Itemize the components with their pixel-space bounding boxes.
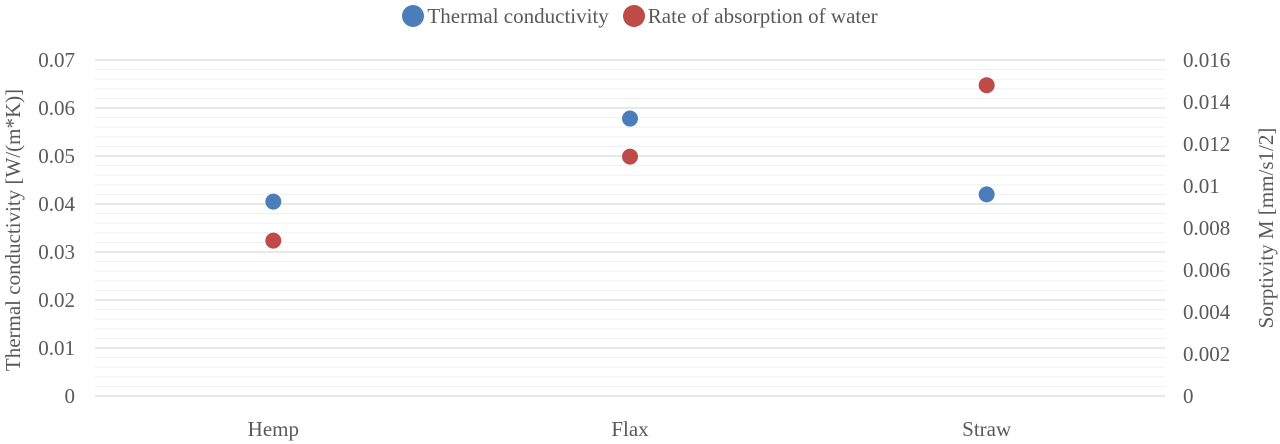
y-axis-title: Thermal conductivity [W/(m*K)] — [1, 89, 25, 371]
left-tick-label: 0.02 — [38, 288, 75, 312]
thermal-conductivity-point[interactable] — [622, 110, 638, 127]
category-labels: Hemp Flax Straw — [248, 417, 1012, 441]
right-tick-label: 0 — [1183, 384, 1194, 408]
left-tick-label: 0.06 — [38, 96, 75, 120]
right-tick-label: 0.016 — [1183, 48, 1230, 72]
right-tick-label: 0.006 — [1183, 258, 1230, 282]
gridlines — [95, 59, 1165, 397]
left-tick-label: 0.05 — [38, 144, 75, 168]
category-label: Flax — [611, 417, 649, 441]
absorption-point[interactable] — [265, 232, 282, 249]
left-tick-label: 0 — [65, 384, 76, 408]
legend-item-thermal-conductivity[interactable]: Thermal conductivity — [402, 3, 609, 29]
legend-item-absorption[interactable]: Rate of absorption of water — [622, 3, 878, 29]
legend-label-thermal-conductivity: Thermal conductivity — [427, 3, 609, 28]
thermal-conductivity-point[interactable] — [265, 193, 282, 210]
left-tick-label: 0.04 — [38, 192, 75, 216]
legend: Thermal conductivity Rate of absorption … — [0, 0, 1280, 32]
absorption-point[interactable] — [622, 148, 638, 165]
right-tick-label: 0.014 — [1183, 90, 1231, 114]
legend-marker-blue — [402, 5, 425, 27]
absorption-point[interactable] — [978, 77, 995, 94]
thermal-conductivity-point[interactable] — [978, 186, 995, 203]
right-axis-ticks: 0 0.002 0.004 0.006 0.008 0.01 0.012 0.014 0.016 — [1183, 48, 1231, 408]
right-tick-label: 0.004 — [1183, 300, 1231, 324]
right-tick-label: 0.01 — [1183, 174, 1220, 198]
left-tick-label: 0.03 — [38, 240, 75, 264]
category-label: Hemp — [248, 417, 299, 441]
left-tick-label: 0.07 — [38, 48, 75, 72]
right-tick-label: 0.002 — [1183, 342, 1230, 366]
data-points — [265, 77, 995, 249]
legend-label-absorption: Rate of absorption of water — [647, 3, 878, 28]
category-label: Straw — [962, 417, 1012, 441]
right-tick-label: 0.012 — [1183, 132, 1230, 156]
legend-marker-red — [622, 5, 645, 27]
left-tick-label: 0.01 — [38, 336, 75, 360]
y2-axis-title: Sorptivity M [mm/s1/2] — [1254, 128, 1278, 329]
left-axis-ticks: 0 0.01 0.02 0.03 0.04 0.05 0.06 0.07 — [38, 48, 75, 408]
right-tick-label: 0.008 — [1183, 216, 1230, 240]
